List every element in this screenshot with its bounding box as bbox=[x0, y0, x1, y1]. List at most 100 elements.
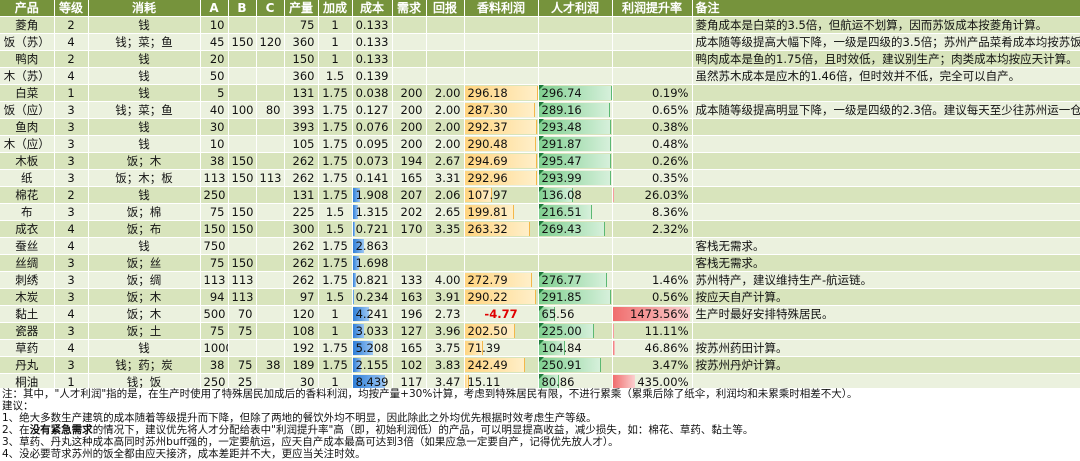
bonus-cell[interactable]: 1 bbox=[318, 305, 353, 323]
a-cell[interactable]: 10 bbox=[200, 16, 229, 34]
consume-cell[interactable]: 饭；丝 bbox=[88, 254, 201, 272]
spice-profit-cell[interactable]: 296.18 bbox=[464, 84, 539, 102]
a-cell[interactable]: 1000 bbox=[200, 339, 229, 357]
talent-profit-cell[interactable]: 136.08 bbox=[538, 186, 613, 204]
consume-cell[interactable]: 饭；木；板 bbox=[88, 169, 201, 187]
level-cell[interactable]: 3 bbox=[54, 135, 89, 153]
talent-profit-cell[interactable] bbox=[538, 16, 613, 34]
product-cell[interactable]: 丹丸 bbox=[0, 356, 55, 374]
output-cell[interactable]: 131 bbox=[284, 84, 319, 102]
level-cell[interactable]: 3 bbox=[54, 101, 89, 119]
b-cell[interactable]: 75 bbox=[228, 356, 257, 374]
talent-profit-cell[interactable] bbox=[538, 33, 613, 51]
bonus-cell[interactable]: 1.5 bbox=[318, 288, 353, 306]
column-header[interactable]: 人才利润 bbox=[538, 0, 613, 17]
product-cell[interactable]: 瓷器 bbox=[0, 322, 55, 340]
talent-profit-cell[interactable]: 269.43 bbox=[538, 220, 613, 238]
column-header[interactable]: 回报 bbox=[426, 0, 465, 17]
b-cell[interactable] bbox=[228, 135, 257, 153]
product-cell[interactable]: 木板 bbox=[0, 152, 55, 170]
bonus-cell[interactable]: 1.75 bbox=[318, 356, 353, 374]
spice-profit-cell[interactable] bbox=[464, 50, 539, 68]
demand-cell[interactable]: 117 bbox=[392, 373, 427, 391]
c-cell[interactable] bbox=[256, 84, 285, 102]
output-cell[interactable]: 393 bbox=[284, 118, 319, 136]
spice-profit-cell[interactable] bbox=[464, 254, 539, 272]
output-cell[interactable]: 300 bbox=[284, 220, 319, 238]
ret-cell[interactable]: 2.00 bbox=[426, 84, 465, 102]
note-cell[interactable]: 苏州特产，建议维持生产-航运链。 bbox=[692, 271, 1080, 289]
product-cell[interactable]: 蚕丝 bbox=[0, 237, 55, 255]
cost-cell[interactable]: 3.033 bbox=[352, 322, 393, 340]
c-cell[interactable] bbox=[256, 305, 285, 323]
b-cell[interactable] bbox=[228, 67, 257, 85]
demand-cell[interactable] bbox=[392, 237, 427, 255]
cost-cell[interactable]: 4.241 bbox=[352, 305, 393, 323]
boost-rate-cell[interactable] bbox=[612, 237, 693, 255]
note-cell[interactable] bbox=[692, 152, 1080, 170]
output-cell[interactable]: 360 bbox=[284, 33, 319, 51]
a-cell[interactable]: 10 bbox=[200, 135, 229, 153]
consume-cell[interactable]: 饭；木 bbox=[88, 152, 201, 170]
boost-rate-cell[interactable]: 0.56% bbox=[612, 288, 693, 306]
a-cell[interactable]: 30 bbox=[200, 118, 229, 136]
consume-cell[interactable]: 钱 bbox=[88, 67, 201, 85]
cost-cell[interactable]: 0.721 bbox=[352, 220, 393, 238]
ret-cell[interactable]: 4.00 bbox=[426, 271, 465, 289]
a-cell[interactable]: 38 bbox=[200, 152, 229, 170]
column-header[interactable]: B bbox=[228, 0, 257, 17]
consume-cell[interactable]: 饭；棉 bbox=[88, 203, 201, 221]
b-cell[interactable]: 150 bbox=[228, 254, 257, 272]
consume-cell[interactable]: 钱；药；炭 bbox=[88, 356, 201, 374]
cost-cell[interactable]: 0.127 bbox=[352, 101, 393, 119]
talent-profit-cell[interactable] bbox=[538, 67, 613, 85]
bonus-cell[interactable]: 1.75 bbox=[318, 101, 353, 119]
output-cell[interactable]: 262 bbox=[284, 169, 319, 187]
cost-cell[interactable]: 0.073 bbox=[352, 152, 393, 170]
column-header[interactable]: 成本 bbox=[352, 0, 393, 17]
spice-profit-cell[interactable]: 199.81 bbox=[464, 203, 539, 221]
bonus-cell[interactable]: 1 bbox=[318, 322, 353, 340]
spice-profit-cell[interactable] bbox=[464, 237, 539, 255]
boost-rate-cell[interactable] bbox=[612, 50, 693, 68]
note-cell[interactable]: 成本随等级提高明显下降，一级是四级的2.3倍。建议每天至少往苏州运一仓的饭 bbox=[692, 101, 1080, 119]
b-cell[interactable]: 150 bbox=[228, 169, 257, 187]
output-cell[interactable]: 150 bbox=[284, 50, 319, 68]
b-cell[interactable] bbox=[228, 118, 257, 136]
c-cell[interactable] bbox=[256, 288, 285, 306]
bonus-cell[interactable]: 1 bbox=[318, 16, 353, 34]
output-cell[interactable]: 262 bbox=[284, 237, 319, 255]
demand-cell[interactable]: 196 bbox=[392, 305, 427, 323]
demand-cell[interactable]: 200 bbox=[392, 84, 427, 102]
a-cell[interactable]: 50 bbox=[200, 67, 229, 85]
level-cell[interactable]: 4 bbox=[54, 305, 89, 323]
column-header[interactable]: 等级 bbox=[54, 0, 89, 17]
product-cell[interactable]: 布 bbox=[0, 203, 55, 221]
boost-rate-cell[interactable]: 0.38% bbox=[612, 118, 693, 136]
bonus-cell[interactable]: 1.75 bbox=[318, 169, 353, 187]
a-cell[interactable]: 750 bbox=[200, 237, 229, 255]
level-cell[interactable]: 2 bbox=[54, 16, 89, 34]
talent-profit-cell[interactable] bbox=[538, 254, 613, 272]
level-cell[interactable]: 4 bbox=[54, 237, 89, 255]
ret-cell[interactable]: 3.31 bbox=[426, 169, 465, 187]
demand-cell[interactable]: 200 bbox=[392, 118, 427, 136]
column-header[interactable]: C bbox=[256, 0, 285, 17]
consume-cell[interactable]: 钱 bbox=[88, 237, 201, 255]
c-cell[interactable] bbox=[256, 67, 285, 85]
bonus-cell[interactable]: 1.75 bbox=[318, 237, 353, 255]
product-cell[interactable]: 成衣 bbox=[0, 220, 55, 238]
b-cell[interactable]: 113 bbox=[228, 271, 257, 289]
level-cell[interactable]: 4 bbox=[54, 220, 89, 238]
boost-rate-cell[interactable]: 435.00% bbox=[612, 373, 693, 391]
cost-cell[interactable]: 8.439 bbox=[352, 373, 393, 391]
demand-cell[interactable] bbox=[392, 67, 427, 85]
boost-rate-cell[interactable]: 2.32% bbox=[612, 220, 693, 238]
cost-cell[interactable]: 1.315 bbox=[352, 203, 393, 221]
product-cell[interactable]: 丝绸 bbox=[0, 254, 55, 272]
bonus-cell[interactable]: 1.75 bbox=[318, 135, 353, 153]
consume-cell[interactable]: 饭；木 bbox=[88, 288, 201, 306]
spice-profit-cell[interactable]: 71.39 bbox=[464, 339, 539, 357]
note-cell[interactable]: 按苏州药田计算。 bbox=[692, 339, 1080, 357]
bonus-cell[interactable]: 1.75 bbox=[318, 271, 353, 289]
